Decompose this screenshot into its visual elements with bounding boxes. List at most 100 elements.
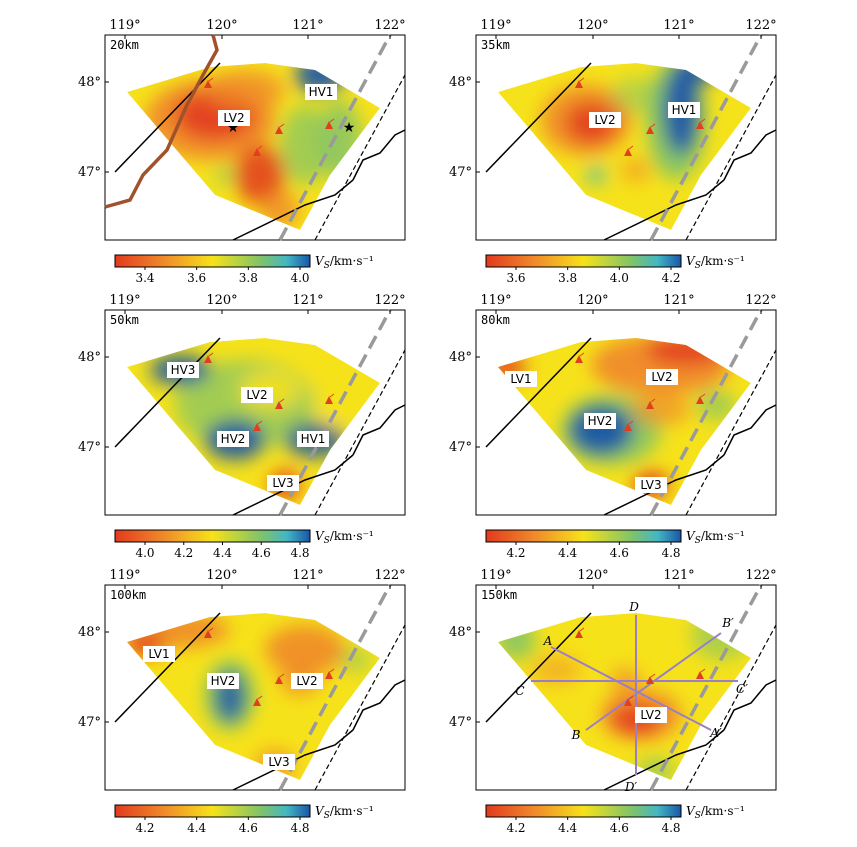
lat-tick-label: 48°: [449, 350, 472, 365]
lat-tick-label: 47°: [449, 165, 472, 180]
map-panel-35km: LV2 HV1 35km 119° 120° 121° 122° 48° 47° 3.6 3.8 4.…: [449, 18, 777, 285]
gravity-lineament: [649, 34, 763, 241]
volcano-icon-plume: [257, 145, 263, 150]
anomaly-label: LV1: [510, 372, 531, 386]
lat-tick-label: 47°: [449, 440, 472, 455]
fault-line-dashed: [685, 624, 777, 791]
anomaly-label-box: [668, 102, 700, 118]
lat-tick-label: 48°: [449, 75, 472, 90]
depth-label: 20km: [110, 38, 139, 52]
volcano-icon-plume: [628, 420, 634, 425]
volcano-icon-plume: [257, 420, 263, 425]
colorbar-tick-label: 4.2: [174, 546, 193, 560]
map-panel-content: LV1 LV2 HV2 LV3 80km 119° 120° 121° 122° 48° 47° 4.…: [449, 293, 777, 560]
lon-tick-label: 121°: [663, 18, 694, 33]
volcano-icon: [275, 676, 283, 684]
colorbar-tick-label: 4.0: [290, 271, 309, 285]
volcano-icon: [325, 121, 333, 129]
lon-tick-label: 121°: [663, 293, 694, 308]
velocity-anomaly-blob: [569, 405, 633, 455]
colorbar-tick-label: 4.4: [558, 821, 577, 835]
colorbar-tick-label: 3.8: [558, 271, 577, 285]
profile-label: D′: [624, 780, 638, 794]
volcano-icon: [204, 630, 212, 638]
anomaly-label-box: [218, 110, 250, 126]
anomaly-label: LV2: [640, 708, 661, 722]
colorbar: [485, 804, 682, 818]
anomaly-label: HV1: [672, 103, 697, 117]
colorbar: [114, 529, 311, 543]
velocity-anomaly-blob: [315, 365, 355, 425]
volcano-icon-plume: [279, 123, 285, 128]
anomaly-label-box: [291, 673, 323, 689]
lon-tick-label: 121°: [663, 568, 694, 583]
fault-line-east: [352, 679, 406, 731]
volcano-icon-plume: [257, 695, 263, 700]
anomaly-label-box: [646, 369, 678, 385]
lat-tick-label: 48°: [78, 625, 101, 640]
volcano-icon-plume: [700, 668, 706, 673]
volcano-icon-plume: [279, 398, 285, 403]
volcano-icon-plume: [628, 695, 634, 700]
anomaly-label: LV3: [640, 478, 661, 492]
volcano-icon-plume: [628, 145, 634, 150]
fault-line-east: [352, 404, 406, 456]
fault-line-west: [114, 612, 221, 723]
depth-label: 50km: [110, 313, 139, 327]
volcano-icon: [204, 80, 212, 88]
depth-label: 150km: [481, 588, 517, 602]
fault-line-dashed: [685, 349, 777, 516]
gravity-lineament: [278, 584, 392, 791]
colorbar-tick-label: 4.2: [506, 821, 525, 835]
fault-line-east: [723, 679, 777, 731]
volcano-icon-plume: [208, 627, 214, 632]
anomaly-label: LV2: [651, 370, 672, 384]
colorbar: [485, 529, 682, 543]
volcano-icon: [253, 148, 261, 156]
map-panel-content: HV3 LV2 HV2 HV1 LV3 50km 119° 120° 121° 122° 48° 47…: [78, 293, 406, 560]
anomaly-label-box: [635, 707, 667, 723]
lon-tick-label: 119°: [109, 18, 140, 33]
volcano-icon: [275, 401, 283, 409]
velocity-anomaly-blob: [611, 77, 661, 113]
volcano-icon-plume: [329, 118, 335, 123]
volcano-icon: [696, 121, 704, 129]
lon-tick-label: 121°: [292, 18, 323, 33]
volcano-icon-plume: [700, 118, 706, 123]
anomaly-label-box: [305, 84, 337, 100]
anomaly-label-box: [584, 413, 616, 429]
velocity-field: [498, 338, 751, 505]
anomaly-label-box: [207, 673, 239, 689]
anomaly-label-box: [263, 754, 295, 770]
profile-label: D: [628, 600, 639, 614]
velocity-anomaly-blob: [235, 145, 285, 205]
colorbar-tick-label: 4.6: [610, 546, 629, 560]
colorbar: [114, 804, 311, 818]
colorbar-tick-label: 3.6: [506, 271, 525, 285]
lon-tick-label: 122°: [374, 18, 405, 33]
map-panel-100km: LV1 HV2 LV2 LV3 100km 119° 120° 121° 122° 48° 47° 4…: [78, 568, 406, 835]
fault-line-dashed: [685, 74, 777, 241]
map-panel-content: LV2 HV1 35km 119° 120° 121° 122° 48° 47° 3.6 3.8 4.…: [449, 18, 777, 285]
velocity-anomaly-blob: [280, 105, 330, 185]
colorbar-tick-label: 3.8: [239, 271, 258, 285]
volcano-icon: [696, 396, 704, 404]
volcano-icon: [624, 423, 632, 431]
lon-tick-label: 119°: [109, 293, 140, 308]
lon-tick-label: 120°: [206, 293, 237, 308]
volcano-icon-plume: [208, 352, 214, 357]
volcano-icon-plume: [579, 77, 585, 82]
volcano-icon-plume: [650, 673, 656, 678]
lon-tick-label: 120°: [577, 18, 608, 33]
anomaly-label-box: [241, 387, 273, 403]
gravity-lineament: [278, 34, 392, 241]
fault-line-west: [485, 612, 592, 723]
volcano-icon: [575, 630, 583, 638]
profile-a: [550, 646, 712, 731]
fault-line-west: [485, 337, 592, 448]
velocity-anomaly-blob: [265, 625, 345, 675]
lat-tick-label: 48°: [78, 350, 101, 365]
profile-lines: [531, 615, 738, 775]
volcano-icon-plume: [700, 393, 706, 398]
